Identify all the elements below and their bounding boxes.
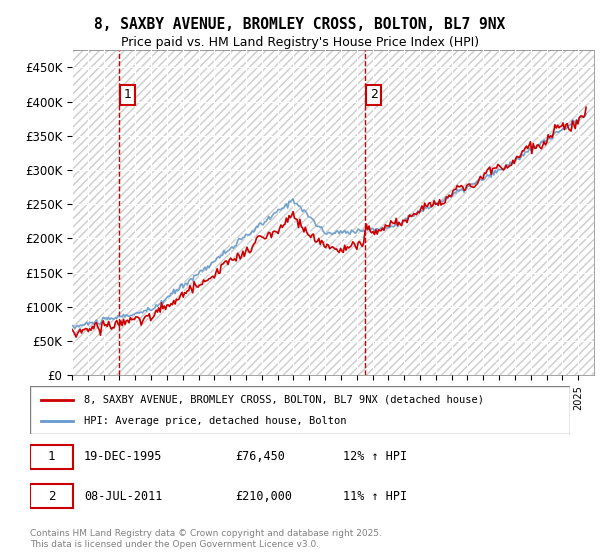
Text: Price paid vs. HM Land Registry's House Price Index (HPI): Price paid vs. HM Land Registry's House … (121, 36, 479, 49)
Text: HPI: Average price, detached house, Bolton: HPI: Average price, detached house, Bolt… (84, 416, 347, 426)
Text: 2: 2 (370, 88, 377, 101)
Text: 12% ↑ HPI: 12% ↑ HPI (343, 450, 407, 464)
Text: 8, SAXBY AVENUE, BROMLEY CROSS, BOLTON, BL7 9NX: 8, SAXBY AVENUE, BROMLEY CROSS, BOLTON, … (94, 17, 506, 32)
Text: 1: 1 (124, 88, 131, 101)
Text: 2: 2 (48, 490, 55, 503)
Text: 11% ↑ HPI: 11% ↑ HPI (343, 490, 407, 503)
Text: 19-DEC-1995: 19-DEC-1995 (84, 450, 163, 464)
Text: 1: 1 (48, 450, 55, 464)
FancyBboxPatch shape (30, 445, 73, 469)
FancyBboxPatch shape (30, 484, 73, 508)
Text: £210,000: £210,000 (235, 490, 292, 503)
Text: 8, SAXBY AVENUE, BROMLEY CROSS, BOLTON, BL7 9NX (detached house): 8, SAXBY AVENUE, BROMLEY CROSS, BOLTON, … (84, 395, 484, 405)
Text: Contains HM Land Registry data © Crown copyright and database right 2025.
This d: Contains HM Land Registry data © Crown c… (30, 529, 382, 549)
Text: 08-JUL-2011: 08-JUL-2011 (84, 490, 163, 503)
FancyBboxPatch shape (30, 386, 570, 434)
Text: £76,450: £76,450 (235, 450, 285, 464)
